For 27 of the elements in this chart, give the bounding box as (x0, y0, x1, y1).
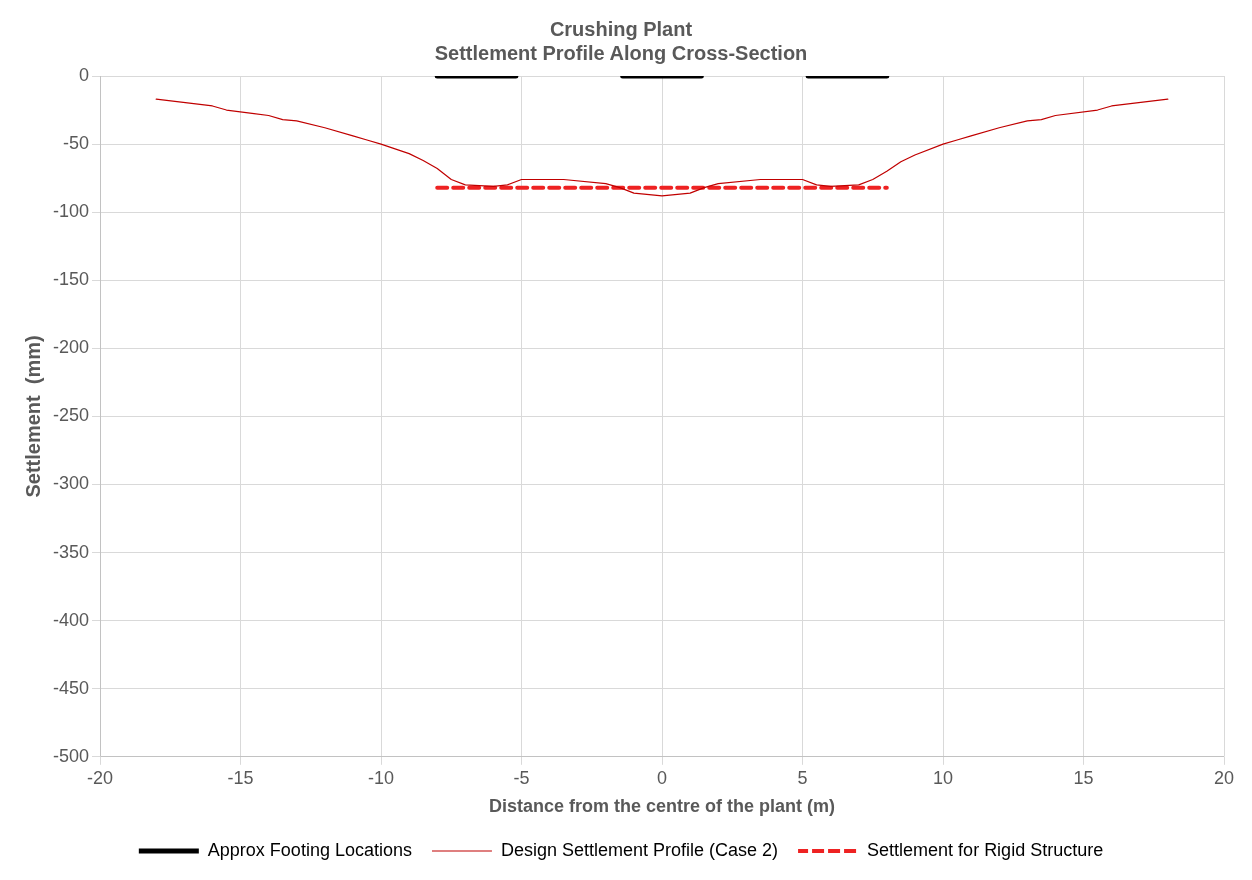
x-tick-label: 5 (797, 767, 808, 788)
legend-label: Settlement for Rigid Structure (867, 839, 1104, 860)
legend-label: Approx Footing Locations (207, 839, 412, 860)
x-tick-label: 0 (657, 767, 668, 788)
y-tick-label: -450 (53, 677, 90, 698)
y-tick-label: -150 (53, 269, 90, 290)
y-tick-label: -100 (53, 201, 90, 222)
x-tick-label: 10 (932, 767, 954, 788)
x-axis-title: Distance from the centre of the plant (m) (488, 796, 836, 817)
x-tick-label: -5 (513, 767, 530, 788)
y-tick-label: -500 (53, 745, 90, 766)
y-tick-label: -300 (53, 473, 90, 494)
y-axis-title: Settlement (mm) (21, 335, 44, 498)
y-tick-label: -250 (53, 405, 90, 426)
legend-label: Design Settlement Profile (Case 2) (500, 839, 779, 860)
chart-subtitle: Settlement Profile Along Cross-Section (434, 41, 808, 64)
y-tick-label: -400 (53, 609, 90, 630)
x-tick-label: -20 (87, 767, 114, 788)
y-tick-label: -350 (53, 541, 90, 562)
y-tick-label: -50 (63, 133, 90, 154)
x-tick-label: 20 (1213, 767, 1235, 788)
x-tick-label: -10 (368, 767, 395, 788)
y-tick-label: 0 (79, 64, 90, 85)
chart-title: Crushing Plant (549, 17, 693, 40)
y-tick-label: -200 (53, 337, 90, 358)
x-tick-label: 15 (1073, 767, 1094, 788)
x-tick-label: -15 (227, 767, 254, 788)
